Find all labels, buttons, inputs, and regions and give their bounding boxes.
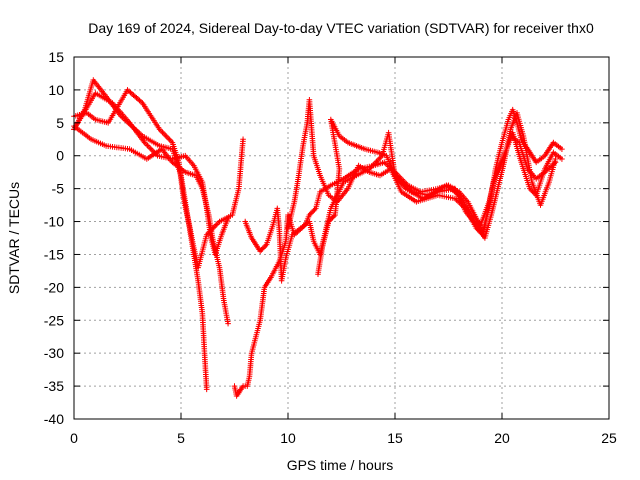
- y-tick-label: -40: [44, 411, 64, 427]
- y-tick-label: -15: [44, 246, 64, 262]
- y-tick-label: -5: [52, 181, 65, 197]
- y-tick-label: -30: [44, 345, 64, 361]
- x-tick-label: 5: [177, 430, 185, 446]
- grid: [74, 57, 609, 419]
- plot-frame: [73, 56, 610, 420]
- y-tick-label: -10: [44, 214, 64, 230]
- y-tick-label: 0: [56, 148, 64, 164]
- chart-title: Day 169 of 2024, Sidereal Day-to-day VTE…: [88, 20, 594, 36]
- series-line: [73, 79, 244, 269]
- axis-ticks: [73, 56, 610, 420]
- y-tick-label: 15: [48, 49, 64, 65]
- x-tick-label: 10: [280, 430, 296, 446]
- y-tick-label: -25: [44, 312, 64, 328]
- y-tick-label: 10: [48, 82, 64, 98]
- series-track-8: [315, 116, 565, 277]
- data-series: [71, 77, 565, 399]
- x-tick-label: 15: [387, 430, 403, 446]
- y-tick-label: 5: [56, 115, 64, 131]
- y-tick-label: -35: [44, 378, 64, 394]
- x-tick-label: 20: [494, 430, 510, 446]
- x-tick-label: 0: [70, 430, 78, 446]
- series-markers: [315, 116, 565, 277]
- x-tick-label: 25: [601, 430, 617, 446]
- x-axis-label: GPS time / hours: [287, 457, 394, 473]
- y-axis-label: SDTVAR / TECUs: [6, 182, 22, 294]
- y-tick-label: -20: [44, 279, 64, 295]
